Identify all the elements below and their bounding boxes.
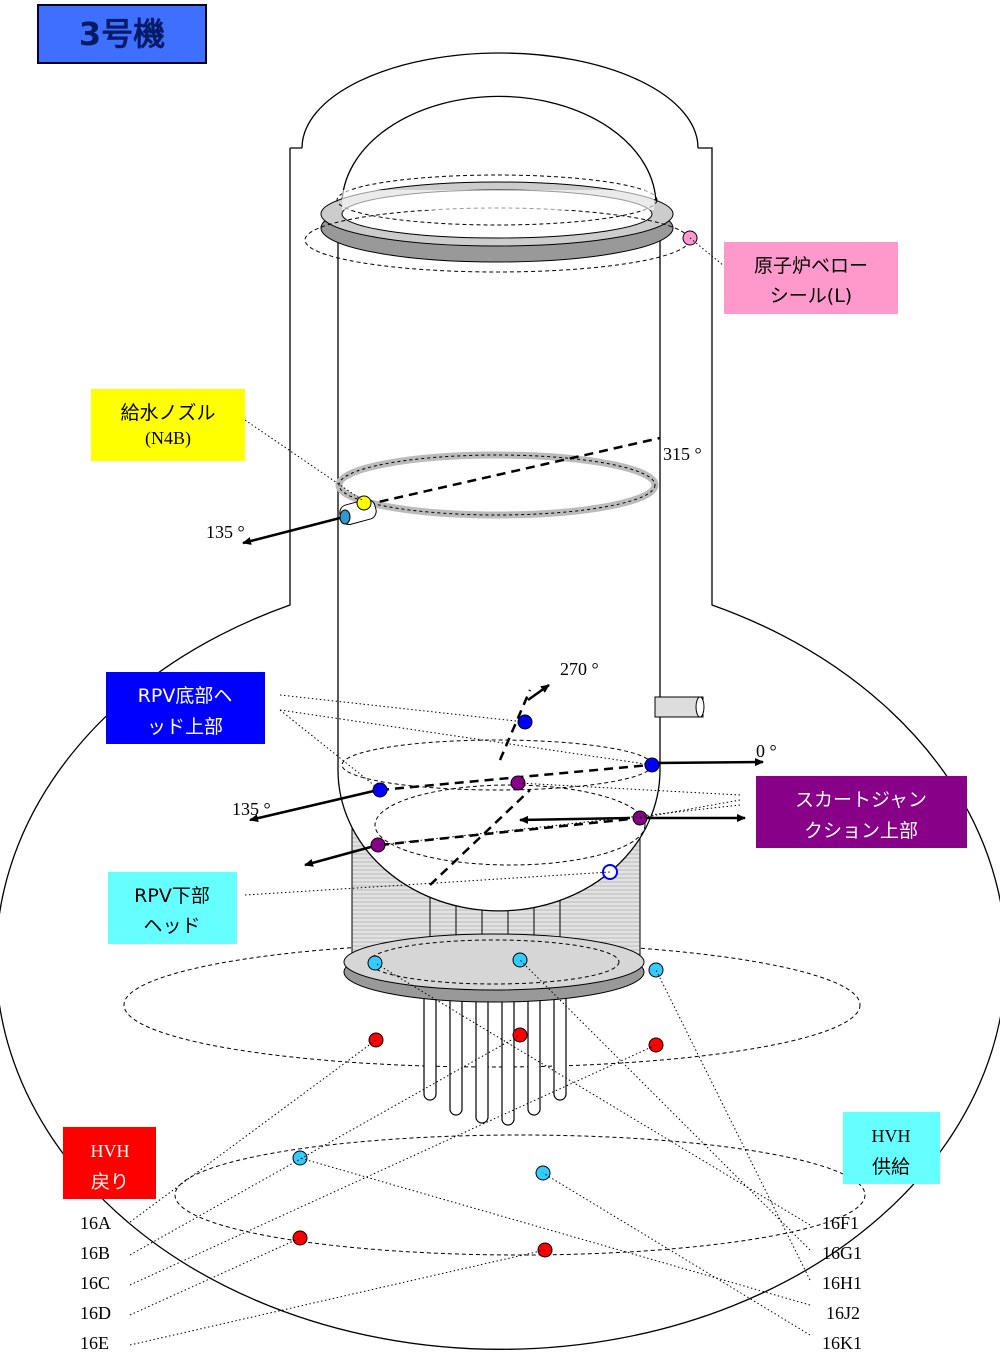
callout-box: [106, 672, 265, 744]
point-id: 16A: [80, 1213, 111, 1233]
callout: スカートジャン: [795, 789, 927, 811]
callout-box: [756, 776, 967, 848]
angle-label: 135 °: [206, 522, 245, 542]
callout: ヘッド: [143, 915, 200, 937]
ring: [374, 784, 646, 866]
angle-label: 0 °: [756, 741, 777, 761]
angle-label: 135 °: [232, 799, 271, 819]
containment: [0, 147, 1000, 1350]
callout-box: [843, 1112, 940, 1184]
axis-line: [364, 436, 661, 507]
callout: RPV底部ヘ: [138, 685, 233, 707]
angle-label: 270 °: [560, 659, 599, 679]
point-id: 16C: [80, 1273, 110, 1293]
callout-box: [91, 389, 245, 461]
point-id: 16K1: [822, 1333, 862, 1353]
vessel: [337, 222, 661, 912]
callout: 原子炉ベロー: [754, 255, 868, 277]
tubes: [423, 984, 567, 1126]
leaders: [129, 237, 811, 1346]
callout: RPV下部: [134, 885, 210, 907]
callout-box: [724, 242, 898, 314]
nozzle-end: [339, 509, 351, 525]
axis-line: [379, 816, 641, 847]
axis-line: [498, 689, 532, 761]
nozzle-end: [695, 696, 705, 718]
arrow: [249, 788, 379, 823]
points: [292, 230, 698, 1258]
callout: 供給: [872, 1156, 910, 1178]
title-box: [37, 4, 207, 64]
callout: 給水ノズル: [120, 402, 215, 424]
point-id: 16D: [80, 1303, 111, 1323]
callout-box: [108, 872, 237, 944]
point-id: 16E: [80, 1333, 109, 1353]
skirt-flange: [343, 933, 645, 991]
title: 3号機: [79, 15, 165, 53]
ring: [174, 1134, 866, 1256]
arrow: [654, 758, 764, 767]
callout: 戻り: [91, 1171, 129, 1193]
ring: [336, 174, 658, 226]
feedwater-ring: [338, 454, 656, 516]
arrow: [304, 843, 379, 867]
point-ids: 16A 16B 16C 16D 16E 16F1 16G1 16H1 16J2 16K1: [80, 1213, 862, 1353]
callout: HVH: [872, 1126, 911, 1146]
point-id: 16J2: [826, 1303, 860, 1323]
callout: HVH: [91, 1141, 130, 1161]
arrow: [519, 815, 631, 824]
arrow: [527, 683, 550, 702]
ring: [123, 942, 861, 1068]
callout: シール(L): [770, 285, 852, 307]
vessel-head: [341, 95, 657, 206]
flange-gap: [342, 190, 654, 210]
point-id: 16G1: [822, 1243, 862, 1263]
containment-dome: [301, 52, 699, 149]
point-id: 16F1: [822, 1213, 859, 1233]
point-id: 16B: [80, 1243, 110, 1263]
axis-line: [429, 789, 531, 886]
callout: クション上部: [804, 820, 918, 842]
callout: (N4B): [145, 428, 191, 449]
callout-box: [63, 1127, 156, 1199]
callout: ッド上部: [147, 716, 223, 738]
point: [356, 495, 372, 511]
arrow: [242, 516, 341, 545]
point-id: 16H1: [822, 1273, 862, 1293]
angle-label: 315 °: [663, 444, 702, 464]
